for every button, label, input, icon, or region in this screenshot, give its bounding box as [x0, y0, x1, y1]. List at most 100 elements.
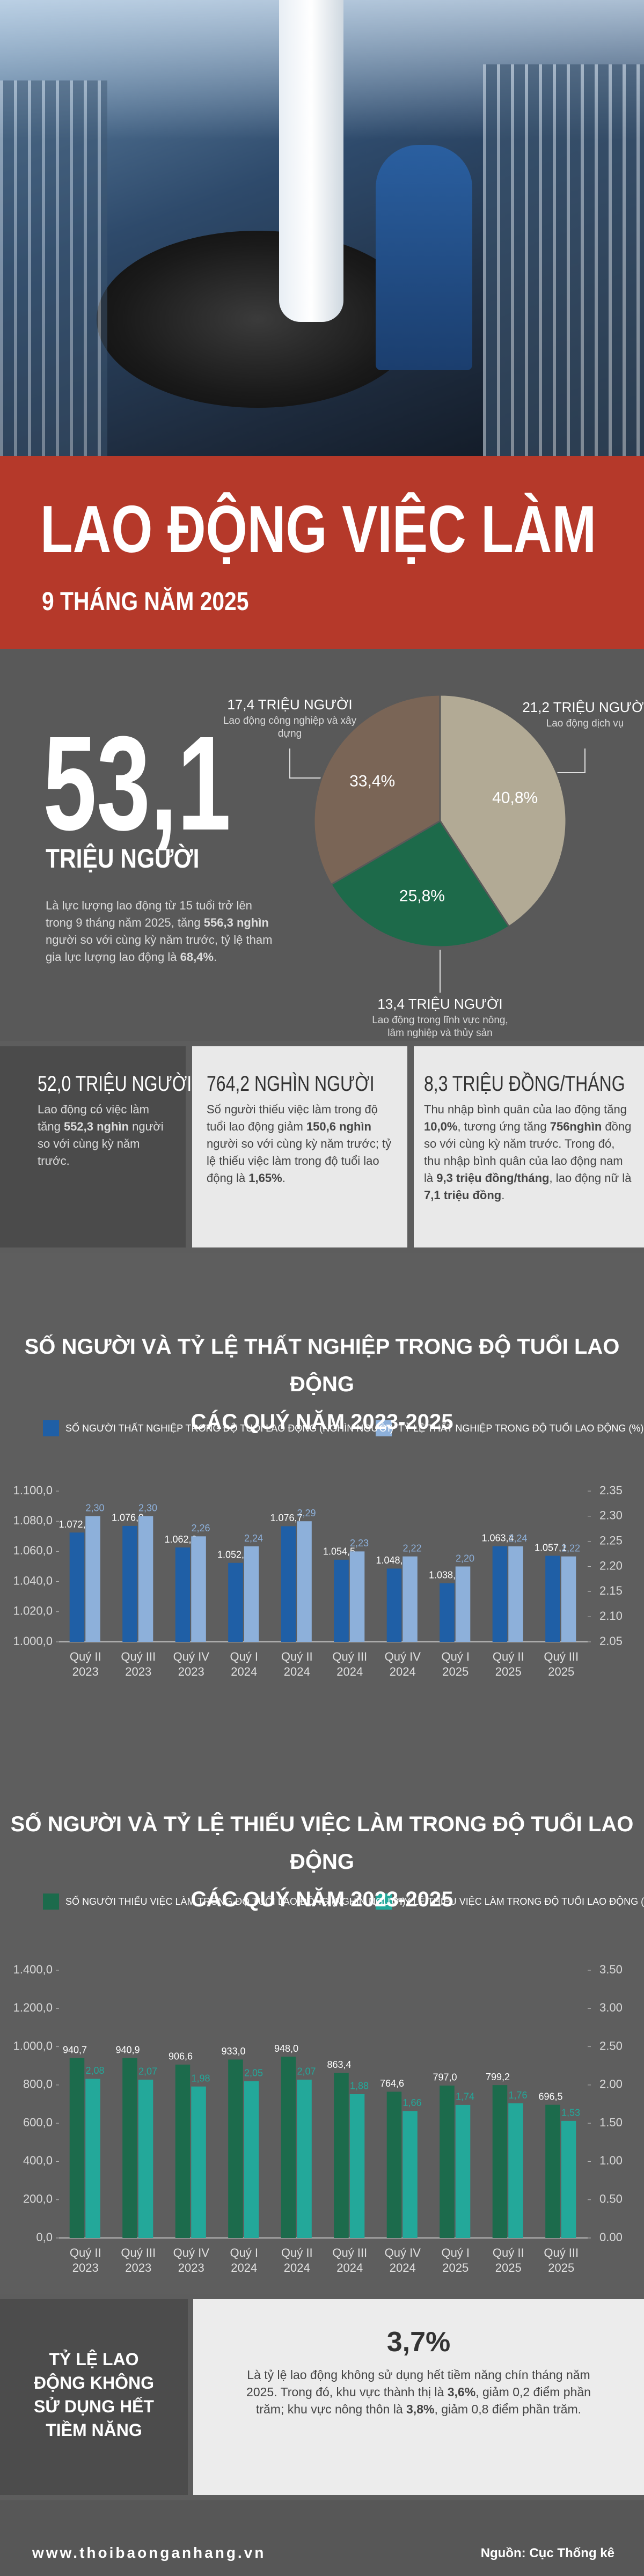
highlight-text: Lao động có việc làm tăng 552,3 nghìn ng… [38, 1101, 172, 1170]
text-run: , giảm 0,2 điểm phần trăm; khu vực nông … [255, 2385, 591, 2416]
bar [440, 2085, 455, 2238]
text-run: 10,0% [424, 1120, 458, 1133]
value-label: 2,22 [561, 1543, 580, 1554]
pie-slice [330, 819, 510, 948]
bar [69, 2058, 85, 2238]
text-run: 9,3 triệu đồng/tháng [436, 1171, 550, 1185]
x-tick-label: Quý III 2024 [332, 1650, 368, 1678]
x-tick-label: Quý I 2024 [230, 1650, 259, 1678]
x-tick-label: Quý II 2024 [281, 1650, 313, 1678]
x-tick-label: Quý I 2025 [441, 1650, 470, 1678]
slice-label: 33,4% [349, 772, 395, 790]
text-run: Số người thiếu việc làm trong độ tuổi la… [207, 1103, 378, 1133]
value-label: 1.063,4 [481, 1533, 514, 1544]
bar [228, 2059, 243, 2238]
bar [228, 1562, 243, 1642]
bar [85, 1516, 100, 1642]
y-tick-label: 1.200,0 [13, 2001, 53, 2014]
highlight-text: Thu nhập bình quân của lao động tăng 10,… [424, 1101, 633, 1204]
bar [69, 1532, 85, 1642]
text-run: 552,3 nghìn [63, 1120, 129, 1133]
y-tick-label: 200,0 [23, 2192, 53, 2206]
y2-tick-label: 1.50 [599, 2116, 623, 2129]
y2-tick-label: 2.10 [599, 1609, 623, 1623]
bar [545, 2104, 560, 2238]
text-run: , tương ứng tăng [457, 1120, 550, 1133]
legend-label: SỐ NGƯỜI THIẾU VIỆC LÀM TRONG ĐỘ TUỔI LA… [65, 1896, 406, 1907]
big-unit: TRIỆU NGƯỜI [46, 843, 200, 874]
y-tick-label: 1.080,0 [13, 1514, 53, 1527]
chart-title: SỐ NGƯỜI VÀ TỶ LỆ THIẾU VIỆC LÀM TRONG Đ… [10, 1812, 634, 1911]
text-run: , lao động nữ là [549, 1171, 632, 1185]
footer-website: www.thoibaonganhang.vn [32, 2544, 266, 2561]
bar [386, 2091, 402, 2238]
bar [85, 2079, 100, 2238]
bar [281, 1526, 296, 1642]
x-tick-label: Quý II 2025 [492, 1650, 524, 1678]
under-label-box [0, 2299, 188, 2495]
value-label: 1,74 [456, 2091, 474, 2102]
value-label: 1.048,6 [376, 1555, 408, 1566]
value-label: 1,66 [403, 2097, 422, 2108]
value-label: 2,30 [138, 1503, 157, 1514]
value-label: 2,07 [297, 2066, 316, 2077]
y-tick-label: 1.100,0 [13, 1484, 53, 1497]
text-run: đồng so với cùng kỳ năm trước. Trong đó,… [424, 1120, 632, 1185]
bar [402, 1556, 418, 1642]
value-label: 1.062,6 [164, 1534, 196, 1545]
pie-count: 17,4 TRIỆU NGƯỜI [227, 696, 353, 713]
bar [191, 2086, 206, 2238]
x-tick-label: Quý II 2025 [492, 2246, 524, 2274]
x-tick-label: Quý IV 2023 [173, 1650, 209, 1678]
footer-source: Nguồn: Cục Thống kê [480, 2546, 614, 2560]
value-label: 1.054,5 [323, 1546, 355, 1557]
value-label: 1,76 [509, 2090, 528, 2101]
y2-tick-label: 0.50 [599, 2192, 623, 2206]
legend-label: TỶ LỆ THIẾU VIỆC LÀM TRONG ĐỘ TUỔI LAO Đ… [398, 1896, 644, 1907]
bar [297, 1521, 312, 1642]
text-run: 7,1 triệu đồng [424, 1188, 502, 1202]
value-label: 1.038,9 [429, 1569, 461, 1580]
text-run: Là tỷ lệ lao động không sử dụng hết tiềm… [246, 2368, 590, 2399]
bar [138, 1516, 153, 1642]
value-label: 1,98 [192, 2073, 210, 2083]
y2-tick-label: 3.50 [599, 1963, 623, 1976]
legend-label: SỐ NGƯỜI THẤT NGHIỆP TRONG ĐỘ TUỔI LAO Đ… [65, 1423, 394, 1434]
footer [0, 2500, 644, 2576]
bar [455, 2104, 471, 2238]
hero-photo [0, 0, 644, 456]
bar [386, 1568, 402, 1642]
value-label: 906,6 [169, 2051, 193, 2062]
y-tick-label: 1.000,0 [13, 1634, 53, 1648]
text-run: . [213, 950, 217, 964]
value-label: 764,6 [380, 2078, 404, 2089]
value-label: 2,22 [403, 1543, 422, 1554]
photo-machine [97, 231, 419, 408]
y-tick-label: 1.020,0 [13, 1604, 53, 1618]
pie-category: Lao động trong lĩnh vực nông, lâm nghiệp… [372, 1015, 508, 1039]
y2-tick-label: 1.00 [599, 2154, 623, 2167]
y-tick-label: 1.060,0 [13, 1544, 53, 1557]
bar [349, 1551, 365, 1642]
banner [0, 456, 644, 649]
highlight-title: 8,3 TRIỆU ĐỒNG/THÁNG [424, 1072, 625, 1096]
x-tick-label: Quý I 2024 [230, 2246, 259, 2274]
connector [553, 748, 586, 773]
bar [244, 2081, 259, 2238]
bar [455, 1566, 471, 1642]
bar [561, 1556, 576, 1642]
value-label: 863,4 [327, 2059, 351, 2070]
text-run: 756nghìn [550, 1120, 602, 1133]
text-run: 556,3 nghìn [203, 916, 269, 929]
value-label: 940,9 [115, 2044, 140, 2055]
text-run: , giảm 0,8 điểm phần trăm. [434, 2402, 582, 2416]
highlight-title: 764,2 NGHÌN NGƯỜI [207, 1072, 375, 1096]
bar [244, 1546, 259, 1642]
bar [334, 2073, 349, 2238]
main-title: LAO ĐỘNG VIỆC LÀM [40, 493, 597, 567]
text-run: người so với cùng kỳ năm trước; tỷ lệ th… [207, 1137, 392, 1185]
highlight-box [192, 1046, 407, 1247]
value-label: 2,20 [456, 1553, 474, 1564]
photo-frame-left [0, 80, 107, 456]
